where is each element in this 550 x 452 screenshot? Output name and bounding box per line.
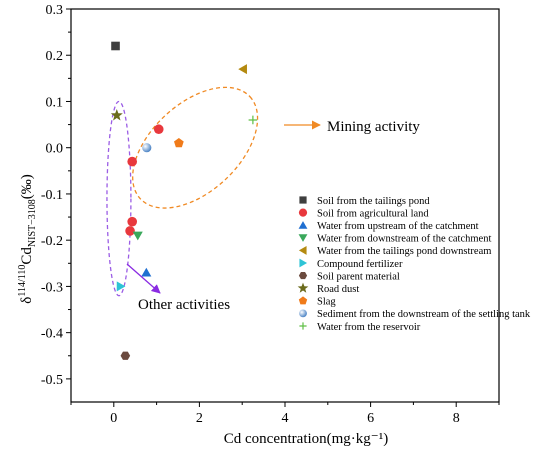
legend-label: Compound fertilizer <box>317 259 403 270</box>
legend-label: Sediment from the downstream of the sett… <box>317 309 531 320</box>
y-tick-label: 0.3 <box>46 3 64 18</box>
legend-marker <box>298 221 308 229</box>
legend-marker <box>299 258 308 268</box>
legend-marker <box>298 234 308 242</box>
y-axis-title-main: Cd <box>19 247 35 265</box>
y-axis-title-delta: δ <box>19 297 35 304</box>
x-tick-label: 6 <box>367 411 374 426</box>
legend-label: Water from upstream of the catchment <box>317 221 479 232</box>
legend-marker <box>298 208 308 217</box>
data-point <box>110 109 123 121</box>
y-tick-label: -0.1 <box>41 188 63 203</box>
data-point <box>174 137 184 148</box>
legend-item: Water from the tailings pond downstream <box>298 245 491 257</box>
y-tick-label: -0.2 <box>41 234 63 249</box>
x-axis-title: Cd concentration(mg·kg⁻¹) <box>224 431 388 447</box>
y-tick-label: 0.2 <box>46 49 64 64</box>
y-tick-label: -0.4 <box>41 327 63 342</box>
legend-item: Soil parent material <box>298 271 400 282</box>
legend-item: Sediment from the downstream of the sett… <box>299 309 531 320</box>
legend-marker <box>299 196 307 204</box>
data-point <box>238 64 247 75</box>
legend-label: Water from the tailings pond downstream <box>317 246 491 257</box>
grouping-ellipses <box>106 86 259 297</box>
data-point <box>132 231 143 241</box>
mining-activity-ellipse <box>132 86 259 209</box>
y-tick-label: -0.3 <box>41 280 63 295</box>
legend-item: Soil from agricultural land <box>298 208 429 219</box>
other-activities-ellipse <box>106 100 132 297</box>
data-point <box>142 143 152 153</box>
y-axis-title-sup: 114/110 <box>17 265 28 297</box>
x-tick-label: 4 <box>282 411 289 426</box>
other-activities-arrow <box>126 263 161 294</box>
legend-marker <box>299 322 307 330</box>
legend-marker <box>297 282 309 293</box>
y-axis-title: δ114/110CdNIST−3108(‰) <box>17 174 38 304</box>
x-tick-label: 2 <box>196 411 203 426</box>
data-point <box>141 267 152 277</box>
data-point <box>116 281 126 292</box>
legend-label: Slag <box>317 297 336 308</box>
data-point <box>127 156 138 167</box>
y-axis-ticks: 0.3 0.2 0.1 0.0 -0.1 -0.2 -0.3 -0.4 -0.5 <box>41 3 71 388</box>
legend-item: Water from the reservoir <box>299 322 421 333</box>
x-tick-label: 8 <box>453 411 460 426</box>
legend-label: Road dust <box>317 284 359 295</box>
y-axis-title-unit: (‰) <box>19 174 35 199</box>
data-points <box>110 41 258 360</box>
legend-marker <box>298 245 307 255</box>
data-point <box>111 41 120 51</box>
y-tick-label: -0.5 <box>41 373 63 388</box>
legend-label: Soil from the tailings pond <box>317 196 430 207</box>
legend-marker <box>298 272 308 280</box>
legend-label: Soil from agricultural land <box>317 208 429 219</box>
legend-item: Soil from the tailings pond <box>299 196 430 207</box>
legend-item: Compound fertilizer <box>299 258 403 270</box>
legend-label: Soil parent material <box>317 271 400 282</box>
y-tick-label: 0.1 <box>46 95 64 110</box>
legend-item: Road dust <box>297 282 359 295</box>
legend-item: Water from upstream of the catchment <box>298 221 479 232</box>
plot-frame <box>70 8 500 403</box>
y-axis-title-sub: NIST−3108 <box>27 199 38 247</box>
data-point <box>248 115 258 125</box>
legend-marker <box>299 309 307 318</box>
legend-label: Water from downstream of the catchment <box>317 234 491 245</box>
legend-label: Water from the reservoir <box>317 322 421 333</box>
data-point <box>120 351 131 360</box>
data-point <box>127 216 138 227</box>
x-axis-ticks: 0 2 4 6 8 <box>70 402 500 426</box>
data-point <box>125 226 135 236</box>
y-tick-label: 0.0 <box>46 142 64 157</box>
mining-activity-label: Mining activity <box>327 119 420 135</box>
data-point <box>153 124 164 135</box>
legend-item: Slag <box>298 296 336 308</box>
plot-border <box>70 8 500 403</box>
legend-item: Water from downstream of the catchment <box>298 234 491 245</box>
annotations: Mining activity Other activities <box>126 119 420 313</box>
x-tick-label: 0 <box>110 411 117 426</box>
legend-marker <box>298 296 308 305</box>
other-activities-label: Other activities <box>138 297 230 313</box>
